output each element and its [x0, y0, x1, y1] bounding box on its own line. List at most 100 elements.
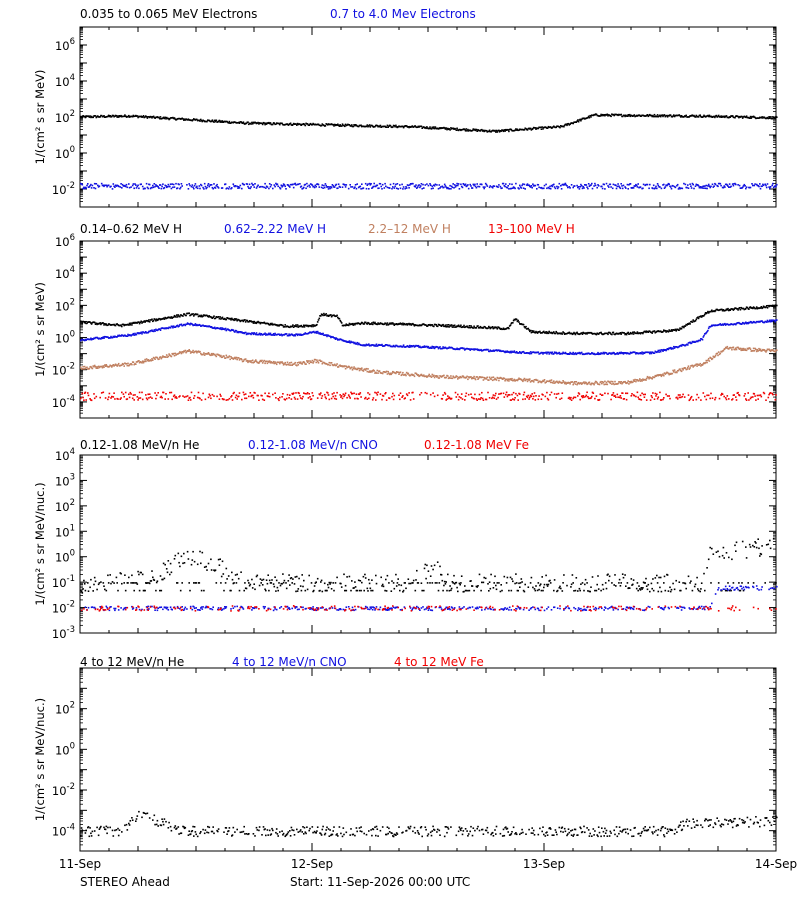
data-point	[572, 397, 574, 400]
data-point	[467, 326, 470, 329]
data-point	[516, 320, 519, 323]
data-point	[316, 321, 319, 323]
data-point	[435, 375, 437, 377]
data-point	[414, 186, 417, 188]
data-point	[94, 323, 97, 325]
data-point	[306, 185, 309, 188]
data-point	[460, 183, 462, 186]
data-point	[621, 185, 623, 187]
data-point	[347, 324, 350, 327]
data-point	[685, 114, 687, 117]
data-point	[714, 398, 716, 401]
data-point	[564, 351, 567, 354]
data-point	[660, 375, 663, 378]
data-point	[469, 326, 471, 329]
data-point	[557, 186, 560, 188]
data-point	[429, 184, 432, 187]
data-point	[526, 183, 529, 185]
data-point	[469, 349, 471, 351]
data-point	[333, 397, 336, 400]
data-point	[572, 332, 574, 335]
data-point	[408, 392, 410, 394]
data-point	[93, 187, 95, 189]
data-point	[525, 378, 528, 381]
data-point	[335, 183, 338, 186]
data-point	[115, 336, 118, 338]
data-point	[176, 324, 179, 327]
data-point	[717, 351, 720, 353]
data-point	[337, 124, 340, 127]
data-point	[436, 184, 438, 186]
data-point	[402, 186, 405, 188]
data-point	[436, 394, 439, 397]
data-point	[731, 348, 733, 351]
data-point	[655, 185, 657, 188]
data-point	[706, 361, 708, 364]
data-point	[606, 383, 609, 386]
data-point	[700, 115, 702, 118]
data-point	[224, 317, 226, 320]
data-point	[258, 186, 261, 188]
data-point	[604, 383, 607, 386]
data-point	[362, 370, 365, 372]
data-point	[386, 186, 389, 189]
data-point	[398, 373, 400, 375]
data-point	[361, 125, 364, 127]
data-point	[154, 185, 156, 188]
data-point	[474, 185, 477, 188]
data-point	[471, 129, 474, 132]
data-point	[303, 123, 306, 126]
data-point	[550, 352, 553, 355]
data-point	[267, 333, 269, 336]
data-point	[251, 182, 253, 185]
data-point	[488, 130, 490, 133]
data-point	[170, 316, 173, 318]
data-point	[590, 397, 592, 399]
data-point	[350, 186, 352, 188]
data-point	[285, 188, 287, 190]
data-point	[330, 123, 333, 125]
data-point	[529, 352, 531, 355]
data-point	[567, 186, 569, 189]
data-point	[168, 353, 170, 355]
data-point	[705, 332, 708, 334]
data-point	[251, 123, 254, 125]
data-point	[730, 185, 732, 188]
data-point	[87, 582, 89, 584]
data-point	[677, 188, 680, 190]
data-point	[550, 379, 553, 381]
data-point	[337, 183, 340, 185]
data-point	[169, 327, 172, 329]
data-point	[275, 397, 277, 399]
data-point	[435, 324, 437, 326]
data-point	[721, 323, 724, 325]
data-point	[717, 354, 719, 357]
data-point	[615, 396, 617, 398]
data-point	[89, 398, 91, 400]
data-point	[126, 398, 129, 400]
data-point	[227, 356, 230, 358]
data-point	[689, 367, 691, 369]
data-point	[277, 185, 279, 188]
data-point	[519, 184, 521, 187]
data-point	[771, 117, 773, 120]
data-point	[313, 185, 315, 188]
data-point	[655, 395, 657, 397]
series-points	[80, 113, 778, 133]
data-point	[574, 333, 577, 336]
data-point	[768, 186, 770, 188]
data-point	[234, 185, 237, 187]
data-point	[150, 359, 153, 362]
data-point	[146, 398, 149, 401]
data-point	[352, 341, 355, 344]
data-point	[591, 395, 593, 398]
data-point	[154, 330, 156, 332]
data-point	[429, 375, 432, 377]
data-point	[751, 183, 753, 185]
data-point	[578, 333, 581, 336]
data-point	[303, 333, 306, 335]
data-point	[219, 316, 221, 318]
data-point	[357, 343, 359, 346]
data-point	[192, 186, 194, 189]
